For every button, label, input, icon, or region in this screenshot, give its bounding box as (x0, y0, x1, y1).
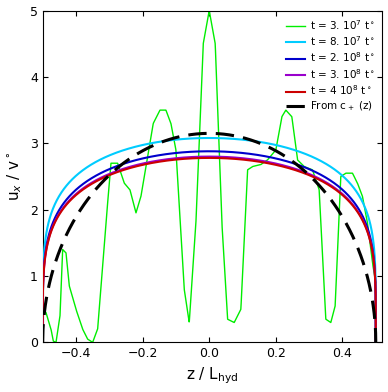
t = 3. 10$^7$ t$^\circ$ (57, 314, 62, 319)
t = 3. 10$^7$ t$^\circ$ (364, 214, 369, 219)
From c$_+$ (z) (364, 270, 369, 275)
From c$_+$ (z) (207, 131, 211, 136)
Line: t = 8. 10$^7$ t$^\circ$: t = 8. 10$^7$ t$^\circ$ (43, 138, 376, 343)
t = 2. 10$^8$ t$^\circ$ (207, 149, 211, 154)
t = 3. 10$^8$ t$^\circ$ (374, 340, 378, 345)
t = 4 10$^8$ t$^\circ$ (207, 156, 211, 160)
X-axis label: z / L$_{\mathregular{hyd}}$: z / L$_{\mathregular{hyd}}$ (186, 366, 239, 387)
Line: t = 3. 10$^7$ t$^\circ$: t = 3. 10$^7$ t$^\circ$ (43, 11, 376, 342)
t = 8. 10$^7$ t$^\circ$ (207, 136, 211, 140)
t = 3. 10$^8$ t$^\circ$ (202, 154, 207, 159)
t = 4 10$^8$ t$^\circ$ (57, 212, 62, 216)
t = 3. 10$^7$ t$^\circ$ (40, 307, 45, 312)
From c$_+$ (z) (364, 270, 369, 274)
t = 8. 10$^7$ t$^\circ$ (364, 209, 369, 213)
t = 2. 10$^8$ t$^\circ$ (40, 340, 45, 345)
From c$_+$ (z) (303, 169, 307, 174)
t = 3. 10$^8$ t$^\circ$ (364, 225, 369, 230)
From c$_+$ (z) (194, 132, 198, 136)
t = 8. 10$^7$ t$^\circ$ (57, 193, 62, 198)
t = 4 10$^8$ t$^\circ$ (364, 226, 369, 231)
Line: From c$_+$ (z): From c$_+$ (z) (43, 133, 376, 343)
t = 3. 10$^8$ t$^\circ$ (303, 170, 307, 175)
t = 4 10$^8$ t$^\circ$ (364, 226, 369, 230)
t = 2. 10$^8$ t$^\circ$ (364, 222, 369, 227)
t = 8. 10$^7$ t$^\circ$ (374, 340, 378, 345)
t = 2. 10$^8$ t$^\circ$ (202, 149, 207, 154)
Y-axis label: u$_x$ / v$^\circ$: u$_x$ / v$^\circ$ (5, 152, 24, 201)
t = 8. 10$^7$ t$^\circ$ (364, 208, 369, 213)
From c$_+$ (z) (374, 340, 378, 345)
t = 2. 10$^8$ t$^\circ$ (364, 222, 369, 227)
Legend: t = 3. 10$^7$ t$^\circ$, t = 8. 10$^7$ t$^\circ$, t = 2. 10$^8$ t$^\circ$, t = 3: t = 3. 10$^7$ t$^\circ$, t = 8. 10$^7$ t… (284, 16, 377, 116)
t = 3. 10$^7$ t$^\circ$ (374, 280, 378, 285)
t = 3. 10$^8$ t$^\circ$ (57, 211, 62, 215)
From c$_+$ (z) (57, 248, 62, 253)
Line: t = 3. 10$^8$ t$^\circ$: t = 3. 10$^8$ t$^\circ$ (43, 156, 376, 343)
t = 4 10$^8$ t$^\circ$ (40, 340, 45, 345)
t = 4 10$^8$ t$^\circ$ (202, 156, 207, 160)
t = 3. 10$^8$ t$^\circ$ (40, 340, 45, 345)
t = 3. 10$^7$ t$^\circ$ (54, 340, 58, 345)
t = 2. 10$^8$ t$^\circ$ (374, 340, 378, 345)
From c$_+$ (z) (40, 340, 45, 345)
Line: t = 4 10$^8$ t$^\circ$: t = 4 10$^8$ t$^\circ$ (43, 158, 376, 343)
t = 3. 10$^7$ t$^\circ$ (203, 33, 207, 37)
t = 2. 10$^8$ t$^\circ$ (57, 207, 62, 212)
t = 3. 10$^7$ t$^\circ$ (207, 9, 211, 13)
t = 3. 10$^8$ t$^\circ$ (207, 154, 211, 159)
t = 8. 10$^7$ t$^\circ$ (303, 151, 307, 156)
t = 3. 10$^7$ t$^\circ$ (364, 215, 369, 220)
t = 3. 10$^7$ t$^\circ$ (194, 219, 198, 223)
t = 3. 10$^8$ t$^\circ$ (194, 154, 198, 159)
t = 2. 10$^8$ t$^\circ$ (303, 165, 307, 170)
t = 2. 10$^8$ t$^\circ$ (194, 149, 198, 154)
t = 4 10$^8$ t$^\circ$ (374, 340, 378, 345)
Line: t = 2. 10$^8$ t$^\circ$: t = 2. 10$^8$ t$^\circ$ (43, 151, 376, 343)
t = 8. 10$^7$ t$^\circ$ (202, 136, 207, 140)
t = 3. 10$^7$ t$^\circ$ (303, 165, 308, 169)
t = 4 10$^8$ t$^\circ$ (194, 156, 198, 160)
t = 8. 10$^7$ t$^\circ$ (40, 340, 45, 345)
From c$_+$ (z) (202, 131, 207, 136)
t = 3. 10$^8$ t$^\circ$ (364, 225, 369, 230)
t = 4 10$^8$ t$^\circ$ (303, 171, 307, 176)
t = 8. 10$^7$ t$^\circ$ (194, 136, 198, 141)
